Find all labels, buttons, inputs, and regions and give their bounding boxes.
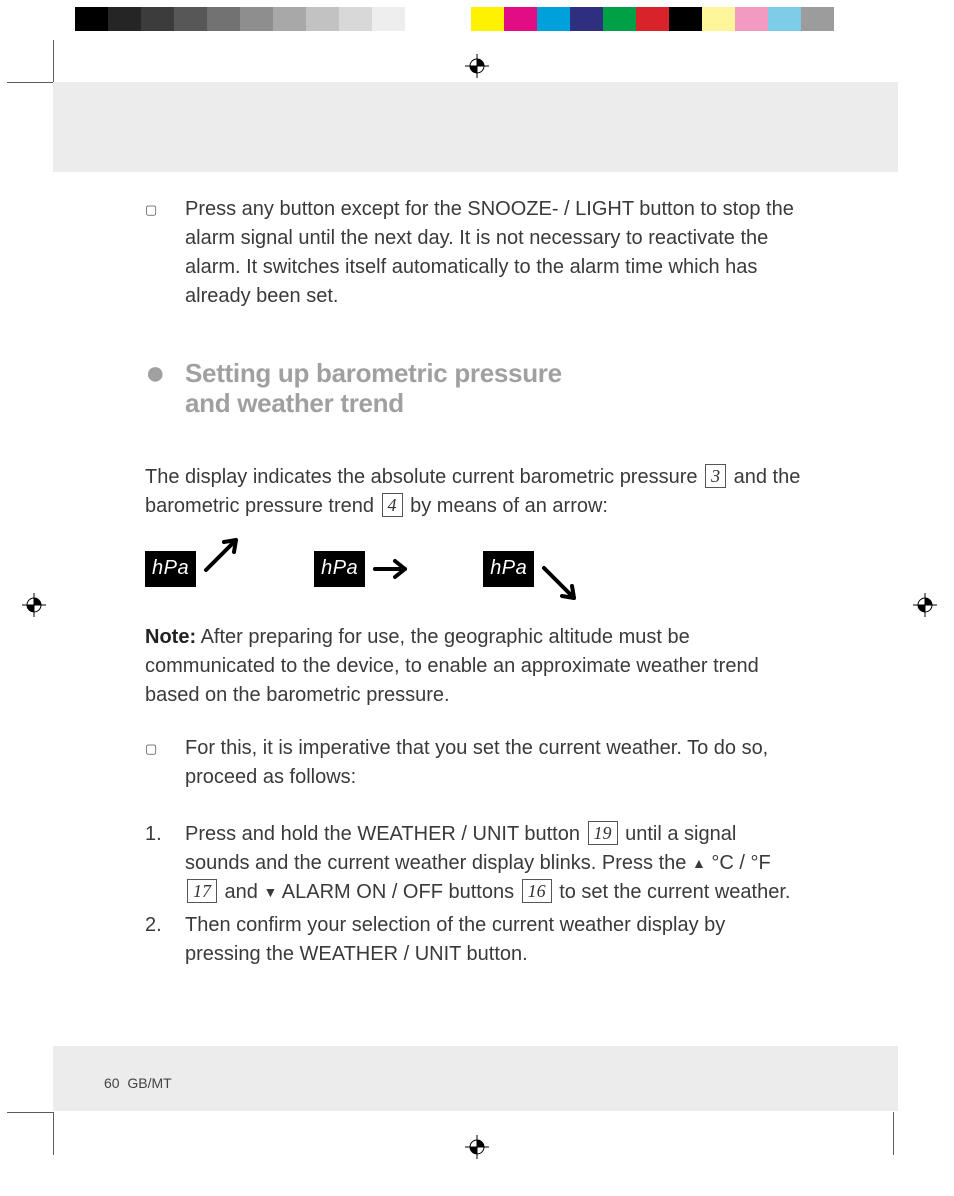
paragraph: The display indicates the absolute curre…	[145, 463, 805, 521]
header-band	[53, 82, 898, 172]
crop-mark	[893, 1112, 894, 1155]
arrow-up-icon	[202, 532, 244, 574]
registration-mark-icon	[913, 593, 937, 617]
section-bullet-icon: ●	[145, 359, 185, 388]
color-swatch	[735, 7, 768, 31]
ref-box: 16	[522, 879, 552, 904]
ref-box: 4	[382, 493, 403, 518]
color-swatch	[372, 7, 405, 31]
ordered-list: 1. Press and hold the WEATHER / UNIT but…	[145, 820, 805, 969]
section-title-line: and weather trend	[185, 388, 404, 418]
checkbox-bullet-icon: ▢	[145, 734, 185, 792]
text: The display indicates the absolute curre…	[145, 466, 703, 488]
crop-mark	[53, 40, 54, 83]
list-text: Then confirm your selection of the curre…	[185, 911, 805, 969]
color-swatch	[471, 7, 504, 31]
bullet-item: ▢ Press any button except for the SNOOZE…	[145, 195, 805, 311]
registration-mark-icon	[465, 1135, 489, 1159]
list-item: 2. Then confirm your selection of the cu…	[145, 911, 805, 969]
hpa-label: hPa	[314, 551, 365, 587]
hpa-label: hPa	[145, 551, 196, 587]
color-swatch	[339, 7, 372, 31]
arrow-down-icon	[540, 562, 582, 604]
color-swatch	[174, 7, 207, 31]
color-swatch	[801, 7, 834, 31]
list-item: 1. Press and hold the WEATHER / UNIT but…	[145, 820, 805, 907]
note-text: After preparing for use, the geographic …	[145, 626, 759, 706]
text: Press and hold the WEATHER / UNIT button	[185, 823, 586, 845]
checkbox-bullet-icon: ▢	[145, 195, 185, 311]
color-swatch	[669, 7, 702, 31]
color-swatch	[108, 7, 141, 31]
note-paragraph: Note: After preparing for use, the geogr…	[145, 623, 805, 710]
color-swatch	[603, 7, 636, 31]
color-swatch	[702, 7, 735, 31]
registration-mark-icon	[465, 54, 489, 78]
color-swatch	[207, 7, 240, 31]
text: °C / °F	[706, 852, 771, 874]
bullet-text: Press any button except for the SNOOZE- …	[185, 195, 805, 311]
color-swatch	[405, 7, 438, 31]
footer-band	[53, 1046, 898, 1111]
crop-mark	[7, 82, 53, 83]
hpa-trend-rising: hPa	[145, 545, 244, 593]
text: and	[219, 881, 263, 903]
color-swatch	[537, 7, 570, 31]
ref-box: 3	[705, 464, 726, 489]
hpa-trend-row: hPa hPa hPa	[145, 545, 805, 593]
page-number-label: 60 GB/MT	[104, 1075, 172, 1091]
color-swatch	[273, 7, 306, 31]
text: by means of an arrow:	[405, 495, 608, 517]
bullet-item: ▢ For this, it is imperative that you se…	[145, 734, 805, 792]
crop-mark	[53, 1112, 54, 1155]
page-region: GB/MT	[127, 1075, 171, 1091]
registration-mark-icon	[22, 593, 46, 617]
hpa-trend-falling: hPa	[483, 545, 582, 593]
list-number: 1.	[145, 820, 185, 907]
page-content: ▢ Press any button except for the SNOOZE…	[145, 195, 805, 973]
text: to set the current weather.	[554, 881, 791, 903]
bullet-text: For this, it is imperative that you set …	[185, 734, 805, 792]
color-swatch	[504, 7, 537, 31]
hpa-label: hPa	[483, 551, 534, 587]
page-number: 60	[104, 1075, 120, 1091]
list-text: Press and hold the WEATHER / UNIT button…	[185, 820, 805, 907]
list-number: 2.	[145, 911, 185, 969]
crop-mark	[7, 1112, 53, 1113]
print-color-bar	[75, 7, 834, 31]
color-swatch	[75, 7, 108, 31]
triangle-up-icon: ▲	[692, 853, 706, 873]
arrow-flat-icon	[371, 551, 413, 587]
hpa-trend-steady: hPa	[314, 545, 413, 593]
ref-box: 17	[187, 879, 217, 904]
triangle-down-icon: ▼	[263, 882, 277, 902]
color-swatch	[240, 7, 273, 31]
ref-box: 19	[588, 821, 618, 846]
color-swatch	[768, 7, 801, 31]
color-swatch	[438, 7, 471, 31]
color-swatch	[306, 7, 339, 31]
section-heading: ● Setting up barometric pressure and wea…	[145, 359, 805, 419]
color-swatch	[570, 7, 603, 31]
section-title: Setting up barometric pressure and weath…	[185, 359, 562, 419]
text: ALARM ON / OFF buttons	[277, 881, 519, 903]
color-swatch	[636, 7, 669, 31]
color-swatch	[141, 7, 174, 31]
note-label: Note:	[145, 626, 196, 648]
section-title-line: Setting up barometric pressure	[185, 358, 562, 388]
